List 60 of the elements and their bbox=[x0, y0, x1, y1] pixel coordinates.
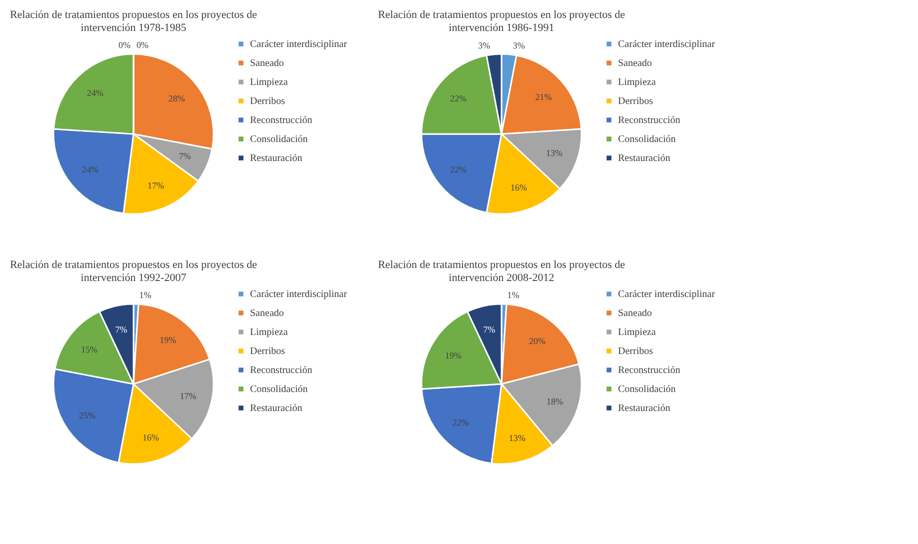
data-label: 28% bbox=[168, 93, 186, 104]
legend-label: Derribos bbox=[618, 346, 654, 357]
legend-label: Saneado bbox=[618, 58, 652, 69]
data-label: 13% bbox=[546, 148, 563, 158]
data-label: 20% bbox=[528, 336, 546, 346]
chart-title: Relación de tratamientos propuestos en los proyectos de intervención 1978-1985 bbox=[10, 9, 258, 34]
legend-label: Restauración bbox=[618, 153, 670, 164]
data-label: 15% bbox=[81, 344, 98, 355]
data-label: 17% bbox=[147, 180, 164, 190]
data-label: 3% bbox=[512, 40, 526, 50]
legend-label: Reconstrucción bbox=[618, 115, 680, 126]
legend-label: Limpieza bbox=[250, 77, 288, 88]
data-label: 22% bbox=[452, 417, 470, 428]
data-label: 19% bbox=[160, 334, 177, 345]
data-label: 22% bbox=[450, 93, 468, 104]
legend-label: Derribos bbox=[250, 96, 286, 107]
legend-label: Derribos bbox=[618, 96, 654, 107]
legend-label: Restauración bbox=[618, 403, 670, 414]
data-label: 25% bbox=[78, 410, 96, 420]
data-label: 21% bbox=[535, 92, 552, 102]
chart-title: Relación de tratamientos propuestos en los proyectos de intervención 1986-1991 bbox=[378, 9, 626, 34]
legend-label: Saneado bbox=[250, 308, 284, 319]
legend-label: Reconstrucción bbox=[250, 115, 312, 126]
legend-label: Limpieza bbox=[618, 77, 656, 88]
data-label: 24% bbox=[82, 164, 100, 175]
legend-label: Restauración bbox=[250, 403, 302, 414]
chart-title: Relación de tratamientos propuestos en los proyectos de intervención 2008-2012 bbox=[378, 259, 626, 284]
chart-title: Relación de tratamientos propuestos en los proyectos de intervención 1992-2007 bbox=[10, 259, 258, 284]
data-label: 7% bbox=[115, 324, 128, 334]
legend-label: Saneado bbox=[618, 308, 652, 319]
data-label: 22% bbox=[450, 164, 468, 175]
legend-label: Derribos bbox=[250, 346, 286, 357]
data-label: 19% bbox=[445, 350, 462, 360]
text: 0% bbox=[118, 40, 130, 50]
legend-label: Reconstrucción bbox=[618, 365, 680, 376]
data-label: 13% bbox=[508, 432, 526, 443]
data-label: 1% bbox=[139, 290, 152, 300]
legend-label: Limpieza bbox=[250, 327, 288, 338]
data-label: 24% bbox=[86, 88, 104, 98]
data-label: 16% bbox=[510, 182, 528, 192]
data-label: 1% bbox=[507, 290, 520, 300]
legend-label: Restauración bbox=[250, 153, 302, 164]
data-label: 7% bbox=[483, 324, 496, 334]
legend-label: Saneado bbox=[250, 58, 284, 69]
legend-label: Consolidación bbox=[250, 384, 308, 395]
legend-label: Carácter interdisciplinar bbox=[250, 39, 348, 50]
legend-label: Reconstrucción bbox=[250, 365, 312, 376]
legend-label: Consolidación bbox=[250, 134, 308, 145]
data-label: 3% bbox=[478, 40, 491, 50]
legend-label: Carácter interdisciplinar bbox=[618, 39, 716, 50]
data-label: 16% bbox=[142, 432, 160, 442]
legend-label: Carácter interdisciplinar bbox=[250, 289, 348, 300]
legend-label: Consolidación bbox=[618, 384, 676, 395]
data-label: 18% bbox=[546, 396, 564, 406]
legend-label: Consolidación bbox=[618, 134, 676, 145]
text: 0% bbox=[136, 40, 148, 50]
legend-label: Limpieza bbox=[618, 327, 656, 338]
data-label: 17% bbox=[180, 391, 197, 402]
legend-label: Carácter interdisciplinar bbox=[618, 289, 716, 300]
data-label: 7% bbox=[178, 151, 192, 162]
